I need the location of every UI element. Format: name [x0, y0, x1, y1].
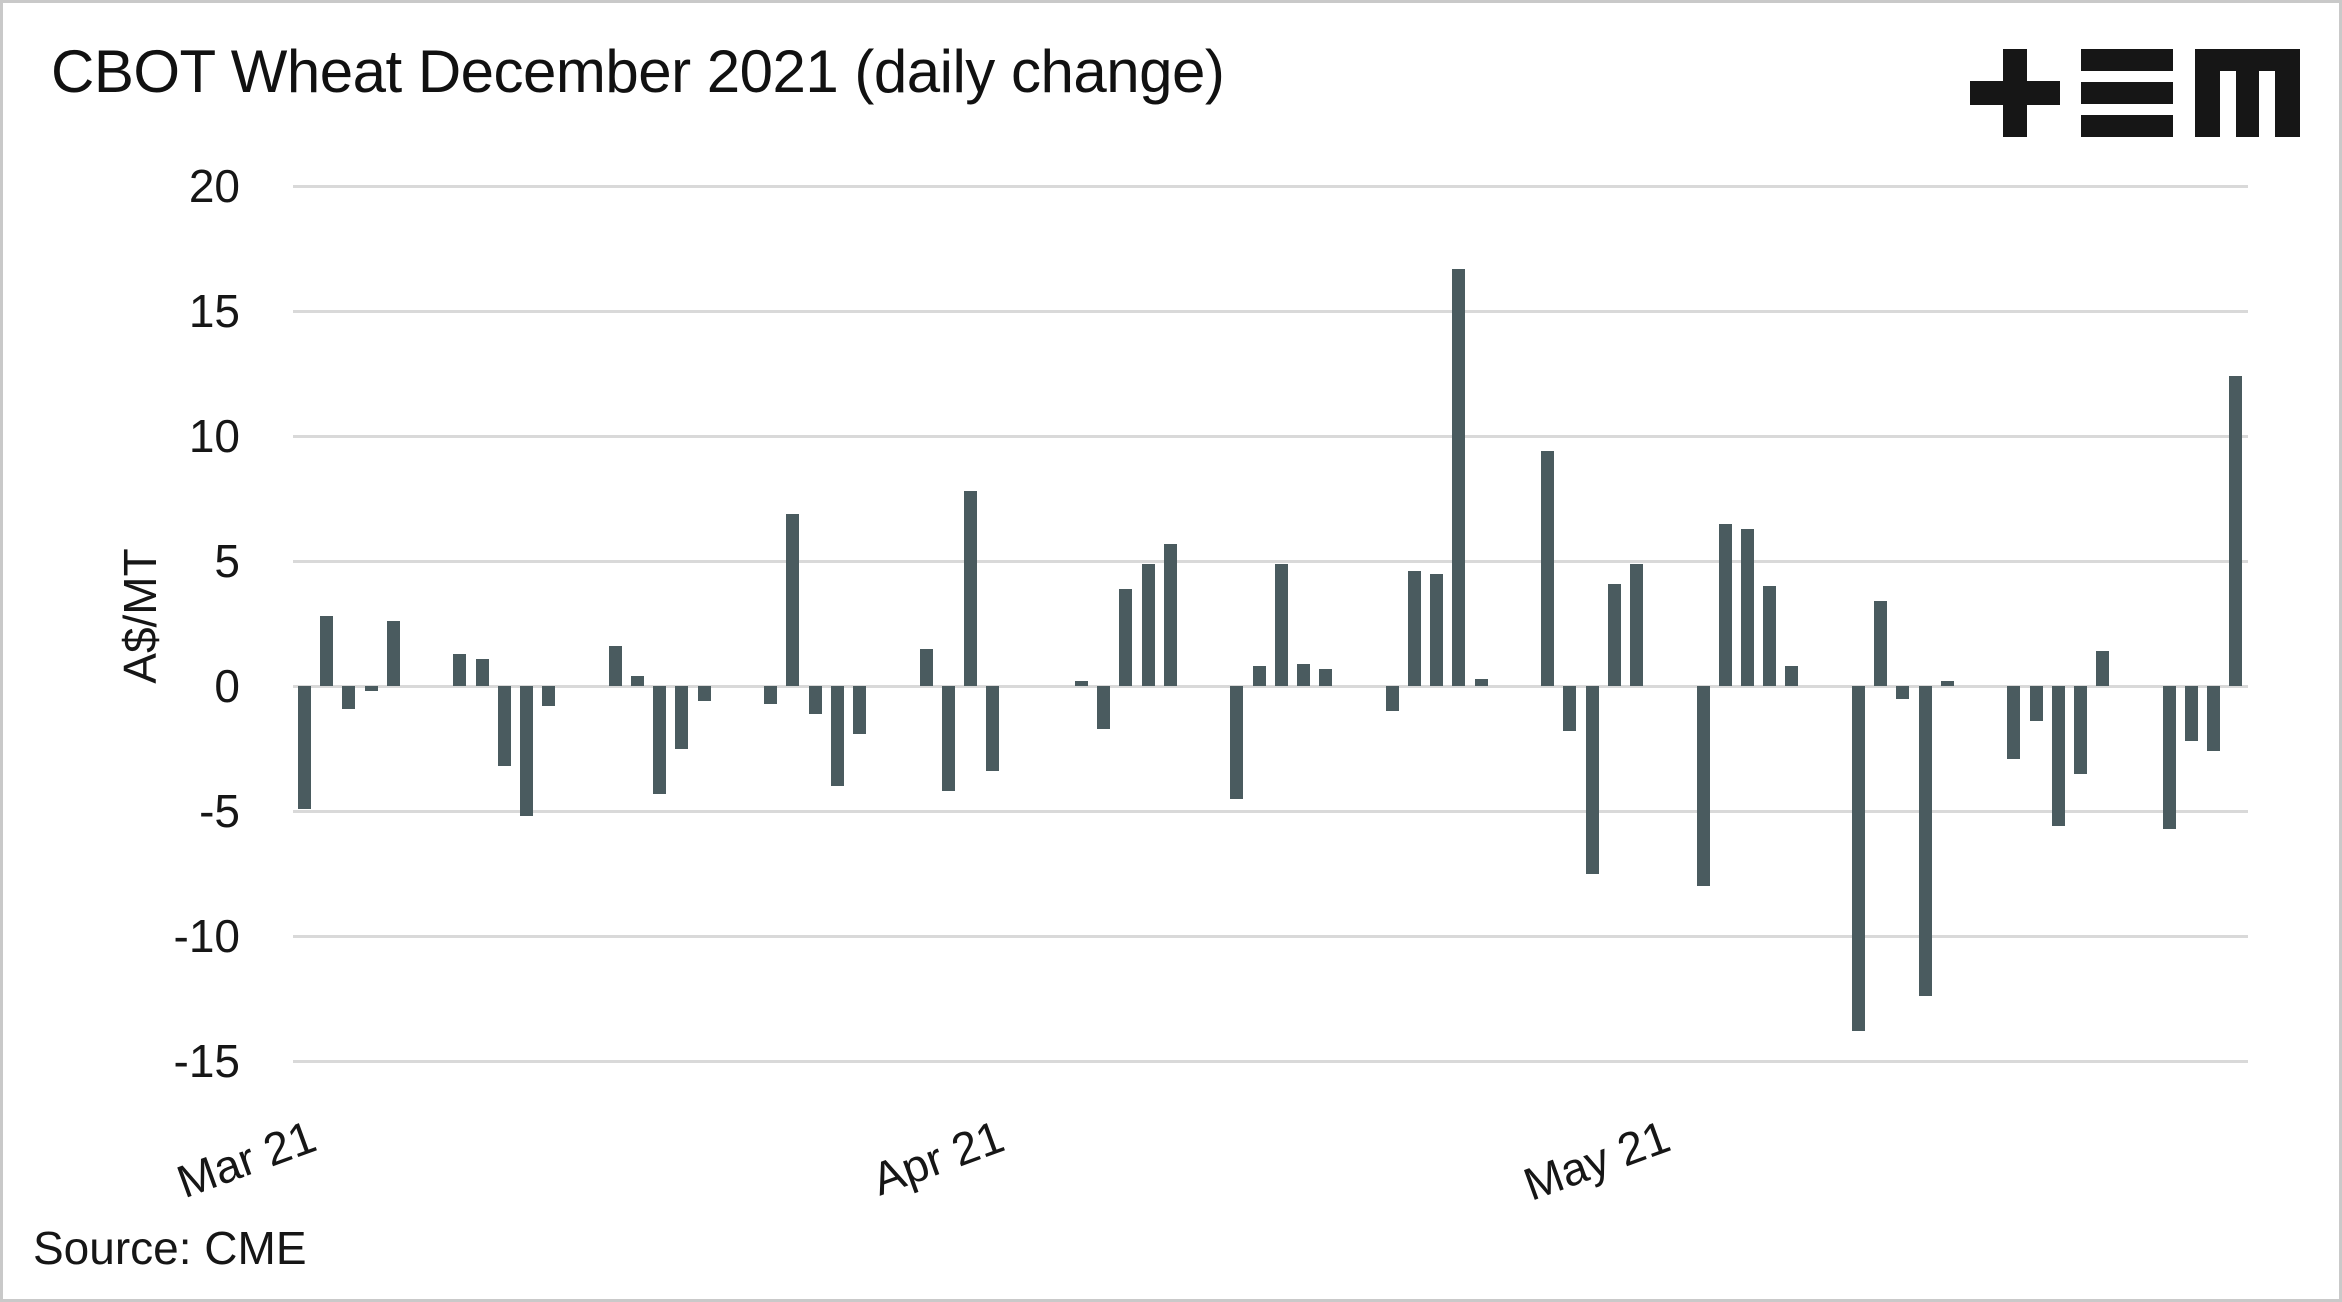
bar-2021-04-08 — [1141, 563, 1155, 686]
bar-2021-05-06 — [1763, 586, 1777, 686]
bar-2021-03-10 — [497, 686, 511, 766]
bar-2021-03-22 — [764, 686, 778, 704]
plus-icon — [1970, 49, 2060, 137]
bar-2021-05-21 — [2096, 651, 2110, 686]
bar-2021-03-02 — [320, 616, 334, 686]
source-note: Source: CME — [33, 1222, 307, 1274]
bar-2021-05-24 — [2162, 686, 2176, 829]
y-tick-label--5: -5 — [199, 785, 240, 837]
bar-2021-03-15 — [608, 646, 622, 686]
x-tick-label-mar-21: Mar 21 — [169, 1110, 322, 1208]
bar-2021-05-14 — [1940, 681, 1954, 686]
bar-2021-04-14 — [1274, 563, 1288, 686]
bar-2021-04-05 — [1075, 681, 1088, 686]
y-tick-label-20: 20 — [188, 160, 240, 212]
y-tick-label-10: 10 — [188, 410, 240, 462]
bar-2021-04-21 — [1430, 573, 1444, 686]
bar-2021-03-16 — [631, 676, 644, 686]
gridline--5 — [293, 809, 2248, 813]
bar-2021-04-20 — [1408, 571, 1421, 686]
bar-2021-05-04 — [1718, 523, 1732, 686]
y-tick-label-0: 0 — [214, 660, 240, 712]
y-tick-label-15: 15 — [188, 285, 240, 337]
bar-2021-04-29 — [1607, 583, 1621, 686]
bar-2021-05-12 — [1896, 686, 1910, 699]
bar-2021-04-16 — [1319, 668, 1333, 686]
bar-2021-05-13 — [1918, 686, 1932, 996]
bar-2021-03-04 — [364, 686, 378, 691]
bar-2021-05-27 — [2229, 376, 2243, 686]
bar-2021-04-19 — [1385, 686, 1399, 711]
bar-2021-05-03 — [1696, 686, 1710, 886]
bar-2021-04-27 — [1563, 686, 1577, 731]
gridline--10 — [293, 934, 2248, 938]
bar-2021-03-19 — [697, 686, 711, 701]
bar-2021-05-20 — [2074, 686, 2087, 774]
bar-2021-03-23 — [786, 513, 800, 686]
bar-2021-05-17 — [2007, 686, 2021, 759]
gridline--15 — [293, 1059, 2248, 1063]
bar-2021-04-09 — [1163, 543, 1177, 686]
y-tick-label--10: -10 — [173, 910, 240, 962]
bar-2021-04-22 — [1452, 268, 1466, 686]
bar-2021-04-01 — [986, 686, 1000, 771]
bar-2021-03-05 — [386, 621, 400, 686]
bar-2021-03-26 — [853, 686, 866, 734]
bar-2021-05-10 — [1852, 686, 1865, 1031]
bar-2021-03-18 — [675, 686, 689, 749]
bar-2021-04-30 — [1630, 563, 1643, 686]
bar-2021-03-08 — [453, 653, 467, 686]
bar-2021-03-30 — [941, 686, 955, 791]
triple-bar-icon — [2081, 49, 2173, 137]
y-axis-label: A$/MT — [114, 548, 166, 684]
bar-2021-04-07 — [1119, 588, 1133, 686]
x-tick-label-apr-21: Apr 21 — [864, 1110, 1011, 1206]
bar-2021-04-23 — [1474, 678, 1488, 686]
bar-2021-03-25 — [830, 686, 844, 786]
bar-2021-03-17 — [653, 686, 667, 794]
bar-2021-03-12 — [542, 686, 556, 706]
bar-2021-04-13 — [1252, 666, 1266, 686]
bar-2021-05-11 — [1874, 601, 1888, 686]
bar-2021-03-11 — [520, 686, 533, 816]
gridline-0 — [293, 684, 2248, 688]
bar-2021-05-26 — [2207, 686, 2221, 751]
tem-logo — [1970, 49, 2300, 137]
chart-title: CBOT Wheat December 2021 (daily change) — [51, 38, 1225, 105]
bar-2021-05-07 — [1785, 666, 1799, 686]
y-tick-label--15: -15 — [173, 1035, 240, 1087]
bar-2021-03-03 — [342, 686, 356, 709]
gridline-15 — [293, 309, 2248, 313]
bar-2021-04-06 — [1097, 686, 1111, 729]
bar-2021-04-26 — [1541, 451, 1555, 686]
bar-2021-05-05 — [1741, 528, 1754, 686]
gridline-20 — [293, 184, 2248, 188]
bar-2021-05-19 — [2051, 686, 2065, 826]
gridline-10 — [293, 434, 2248, 438]
bar-2021-03-31 — [964, 491, 977, 686]
bar-2021-03-09 — [475, 658, 489, 686]
bar-2021-03-29 — [919, 648, 933, 686]
y-tick-label-5: 5 — [214, 535, 240, 587]
block-m-icon — [2195, 49, 2300, 137]
bar-2021-04-12 — [1230, 686, 1244, 799]
bar-2021-05-18 — [2029, 686, 2043, 721]
bar-2021-03-01 — [298, 686, 311, 809]
x-tick-label-may-21: May 21 — [1516, 1110, 1677, 1211]
bar-2021-04-28 — [1585, 686, 1599, 874]
bar-2021-04-15 — [1297, 663, 1310, 686]
bar-2021-05-25 — [2185, 686, 2198, 741]
bar-2021-03-24 — [808, 686, 822, 714]
gridline-5 — [293, 559, 2248, 563]
